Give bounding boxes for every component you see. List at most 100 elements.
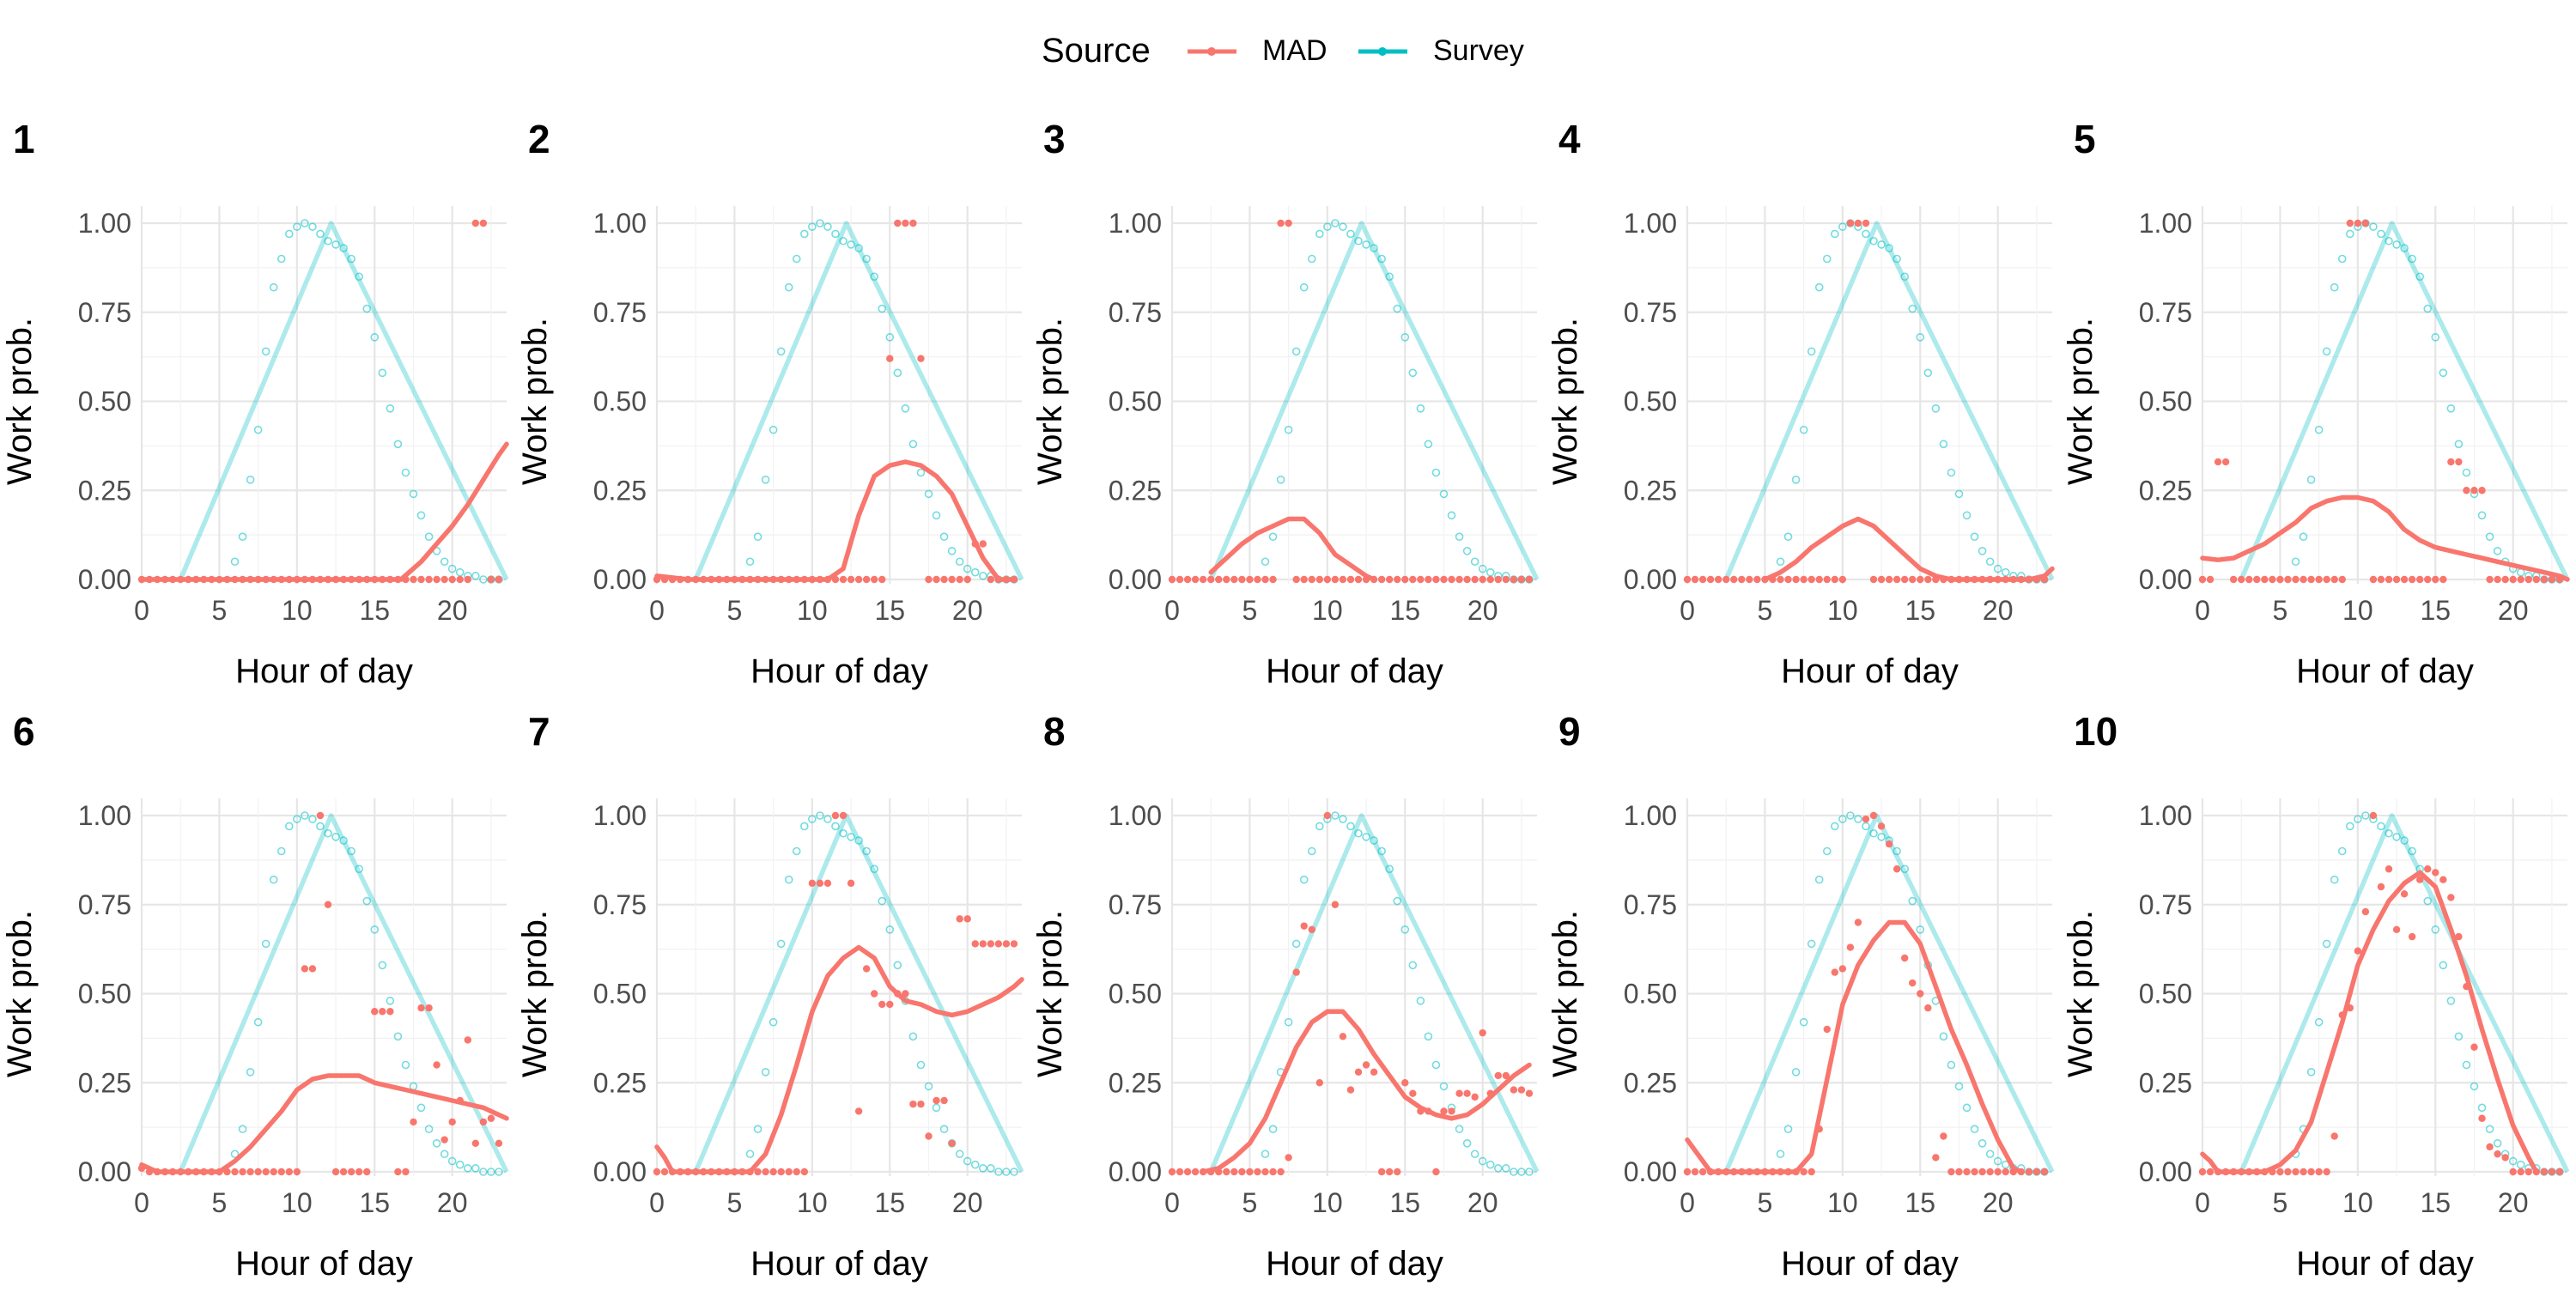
- survey-point: [2314, 425, 2324, 434]
- mad-point: [2478, 487, 2486, 494]
- survey-point: [1291, 347, 1301, 356]
- survey-point: [831, 822, 840, 831]
- mad-point: [994, 940, 1003, 948]
- mad-point: [2361, 219, 2370, 227]
- mad-point: [2392, 925, 2401, 934]
- mad-point: [1254, 575, 1261, 584]
- x-tick-label: 20: [2498, 1187, 2529, 1218]
- survey-point: [230, 1149, 240, 1159]
- survey-point: [839, 236, 848, 246]
- mad-point: [1777, 1168, 1784, 1176]
- mad-point: [1502, 1071, 1510, 1080]
- survey-point: [955, 1149, 964, 1159]
- mad-point: [793, 1168, 800, 1176]
- mad-point: [933, 1096, 940, 1105]
- survey-point: [831, 229, 840, 239]
- panel-title: 10: [2074, 709, 2117, 754]
- mad-point: [471, 219, 480, 227]
- mad-point: [1346, 1086, 1355, 1094]
- mad-point: [153, 1168, 161, 1176]
- x-axis-title: Hour of day: [235, 652, 413, 690]
- mad-point: [1010, 575, 1018, 584]
- mad-point: [731, 1168, 738, 1176]
- y-tick-label: 0.25: [78, 475, 131, 506]
- mad-point: [1877, 575, 1886, 584]
- mad-point: [1909, 575, 1917, 584]
- mad-smooth-line: [654, 459, 1017, 582]
- survey-point: [947, 546, 957, 555]
- mad-point: [347, 575, 355, 584]
- mad-smooth-line: [1200, 1009, 1532, 1174]
- legend-swatch-survey-dot: [1378, 47, 1387, 56]
- y-tick-label: 0.50: [1109, 386, 1162, 417]
- x-tick-label: 15: [359, 595, 390, 626]
- survey-point: [1455, 532, 1464, 542]
- mad-point: [1323, 811, 1332, 820]
- mad-point: [471, 1139, 480, 1148]
- panel-3: 3 0.00 0.25 0.50 0.75 1.00 0 5 10 15 20 Hour of day…: [1031, 117, 1540, 690]
- survey-point: [1261, 1149, 1270, 1159]
- panel-1: 1 0.00 0.25 0.50 0.75 1.00 0 5 10 15 20 Hour of day…: [1, 117, 509, 690]
- survey-point: [253, 1017, 263, 1027]
- mad-point: [2002, 1168, 2009, 1176]
- mad-point: [708, 1168, 715, 1176]
- survey-point: [2385, 236, 2393, 246]
- panel-2: 2 0.00 0.25 0.50 0.75 1.00 0 5 10 15 20 Hour of day…: [516, 117, 1024, 690]
- y-tick-label: 0.00: [2139, 1156, 2192, 1187]
- survey-point: [370, 332, 380, 342]
- mad-point: [1354, 575, 1363, 584]
- survey-point: [393, 1032, 403, 1041]
- y-tick-label: 0.25: [78, 1067, 131, 1098]
- mad-point: [185, 1168, 192, 1176]
- mad-point: [2463, 983, 2470, 991]
- mad-point: [200, 1168, 208, 1176]
- mad-point: [1238, 1168, 1246, 1176]
- x-tick-label: 20: [2498, 595, 2529, 626]
- survey-point: [2306, 475, 2316, 484]
- mad-point: [1315, 1079, 1324, 1087]
- survey-point: [1291, 939, 1301, 949]
- mad-point: [1885, 840, 1893, 848]
- mad-point: [1683, 1168, 1692, 1176]
- mad-point: [839, 575, 848, 584]
- survey-point: [2392, 240, 2401, 249]
- survey-point: [769, 425, 778, 434]
- survey-point: [424, 532, 434, 542]
- mad-point: [1909, 979, 1917, 987]
- mad-point: [2524, 575, 2532, 584]
- survey-point: [276, 846, 286, 856]
- mad-point: [1525, 575, 1534, 584]
- survey-point: [893, 961, 902, 970]
- survey-point: [854, 244, 863, 252]
- survey-point: [1510, 1168, 1518, 1176]
- x-tick-label: 5: [727, 1187, 743, 1218]
- x-tick-label: 15: [1389, 595, 1420, 626]
- survey-point: [916, 1060, 926, 1070]
- mad-point: [816, 575, 824, 584]
- mad-point: [847, 879, 855, 888]
- mad-point: [886, 1000, 894, 1009]
- mad-point: [660, 1168, 669, 1176]
- y-tick-label: 0.00: [593, 564, 647, 595]
- survey-point: [1776, 1149, 1785, 1159]
- survey-point: [963, 564, 972, 573]
- mad-point: [440, 1136, 448, 1143]
- x-tick-label: 5: [727, 595, 743, 626]
- mad-point: [2261, 1168, 2269, 1176]
- mad-point: [793, 575, 800, 584]
- survey-point: [1431, 1060, 1441, 1070]
- mad-point: [1285, 1154, 1292, 1162]
- mad-point: [1246, 575, 1254, 584]
- mad-point: [1917, 575, 1924, 584]
- mad-point: [487, 575, 495, 584]
- survey-point: [261, 347, 270, 356]
- survey-point: [455, 567, 465, 577]
- survey-point: [1862, 229, 1870, 239]
- survey-point: [1400, 925, 1410, 934]
- survey-point: [1462, 1139, 1472, 1148]
- y-tick-label: 0.25: [593, 1067, 647, 1098]
- survey-point: [269, 875, 278, 884]
- panel-8: 8 0.00 0.25 0.50 0.75 1.00 0 5 10 15 20 Hour of day…: [1031, 709, 1540, 1283]
- mad-point: [2540, 575, 2549, 584]
- mad-point: [379, 1008, 386, 1016]
